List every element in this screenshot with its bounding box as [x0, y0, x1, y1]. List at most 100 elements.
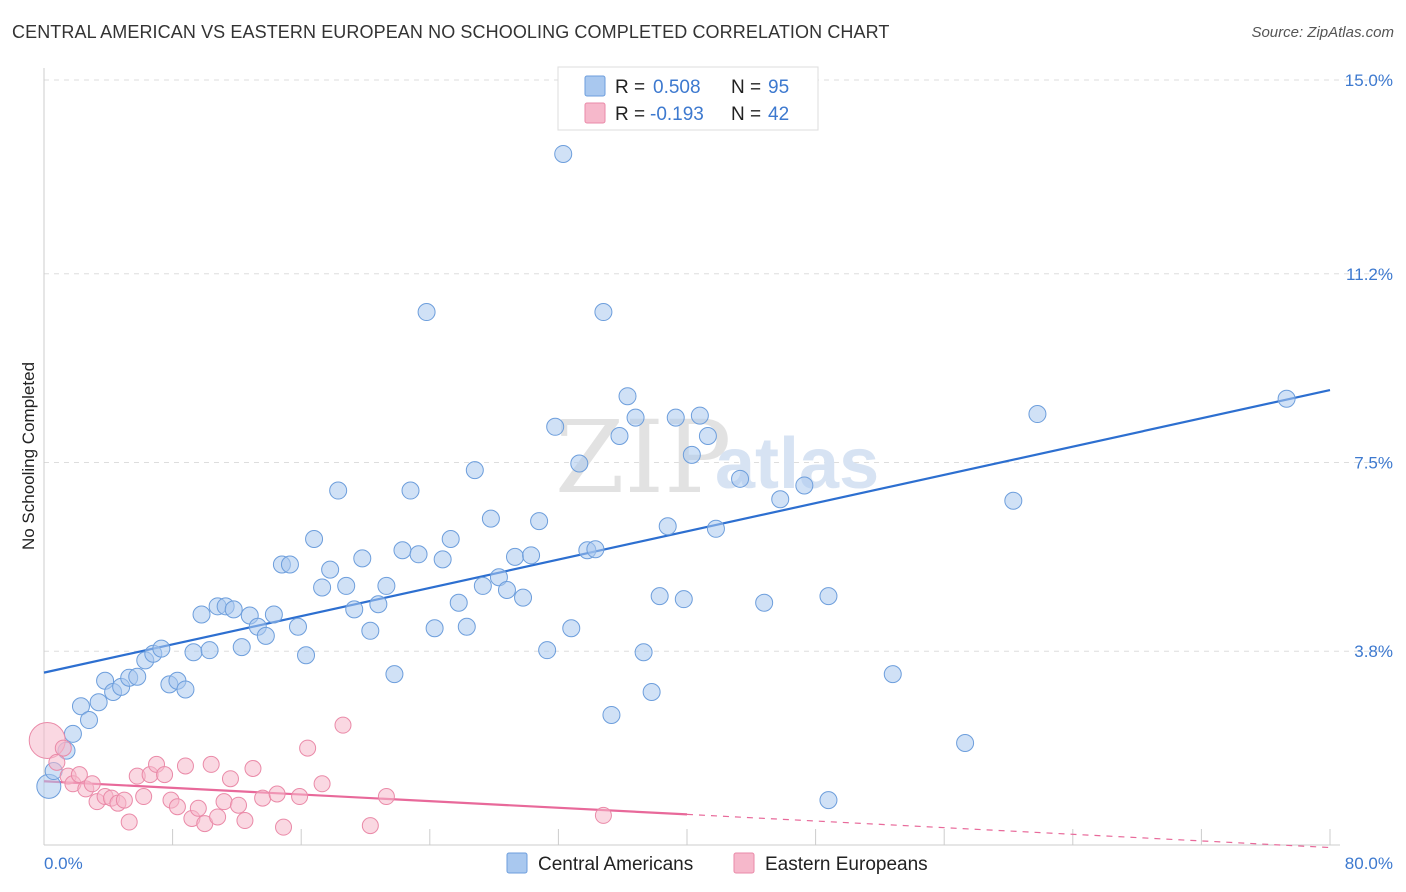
- central-american-point: [417, 303, 436, 322]
- legend-n-value-2: 42: [768, 104, 789, 125]
- legend-r-label-1: R =: [615, 77, 645, 98]
- axes-layer: [43, 68, 1340, 846]
- central-american-point: [337, 576, 356, 595]
- central-american-point: [401, 481, 420, 500]
- central-american-point: [353, 549, 372, 568]
- series-label-eastern-europeans: Eastern Europeans: [765, 854, 928, 875]
- eastern-european-point: [334, 716, 352, 734]
- central-american-point: [256, 626, 275, 645]
- y-axis-label: No Schooling Completed: [19, 362, 38, 550]
- central-american-point: [586, 540, 605, 559]
- eastern-european-point: [299, 739, 317, 757]
- central-american-point: [80, 711, 99, 730]
- legend-r-value-1: 0.508: [653, 77, 701, 98]
- eastern-european-point: [361, 817, 379, 835]
- central-american-point: [650, 587, 669, 606]
- central-american-point: [128, 667, 147, 686]
- eastern-european-point: [54, 739, 72, 757]
- legend-n-value-1: 95: [768, 77, 789, 98]
- source-credit: Source: ZipAtlas.com: [1251, 24, 1394, 41]
- eastern-european-point: [254, 789, 272, 807]
- eastern-european-point: [202, 755, 220, 773]
- eastern-european-point: [215, 793, 233, 811]
- chart-title: CENTRAL AMERICAN VS EASTERN EUROPEAN NO …: [12, 22, 890, 42]
- central-american-point: [731, 469, 750, 488]
- central-american-point: [425, 619, 444, 638]
- central-american-point: [618, 387, 637, 406]
- central-american-point: [570, 454, 589, 473]
- eastern-european-point: [291, 788, 309, 806]
- central-american-point: [152, 639, 171, 658]
- eastern-european-point: [135, 788, 153, 806]
- central-american-point: [71, 697, 90, 716]
- legend-r-label-2: R =: [615, 104, 645, 125]
- central-american-point: [89, 693, 108, 712]
- central-american-point: [288, 617, 307, 636]
- central-american-point: [706, 519, 725, 538]
- eastern-european-point: [594, 806, 612, 824]
- legend-n-label-2: N =: [731, 104, 761, 125]
- central-american-point: [883, 665, 902, 684]
- x-tick-label: 0.0%: [44, 854, 83, 873]
- central-american-point: [305, 530, 324, 548]
- central-american-point: [1028, 405, 1047, 424]
- central-american-point: [546, 417, 565, 436]
- central-american-point: [530, 512, 549, 531]
- x-tick-labels: 0.0% 80.0%: [44, 854, 1393, 873]
- central-american-point: [345, 600, 364, 619]
- central-american-point: [264, 605, 283, 624]
- eastern-european-point: [156, 766, 174, 784]
- central-american-point: [184, 643, 203, 662]
- eastern-european-point: [221, 770, 239, 788]
- eastern-european-point: [83, 775, 101, 793]
- central-american-point: [441, 530, 460, 548]
- series-legend: Central Americans Eastern Europeans: [506, 852, 928, 875]
- central-american-point: [63, 724, 82, 743]
- eastern-european-point: [189, 799, 207, 817]
- series-label-central-americans: Central Americans: [538, 854, 693, 875]
- series-swatch-eastern-europeans: [733, 852, 755, 874]
- central-american-point: [369, 595, 388, 614]
- legend-n-label-1: N =: [731, 77, 761, 98]
- central-american-point: [297, 646, 316, 665]
- central-american-point: [698, 426, 717, 445]
- eastern-european-point: [48, 753, 66, 771]
- eastern-european-point: [313, 775, 331, 793]
- series-swatch-central-americans: [506, 852, 528, 874]
- central-american-point: [956, 734, 975, 752]
- y-tick-labels: 3.8% 7.5% 11.2% 15.0%: [1345, 71, 1393, 661]
- central-american-point: [1277, 389, 1296, 408]
- central-american-point: [433, 550, 452, 569]
- central-american-point: [329, 481, 348, 500]
- central-american-point: [538, 641, 557, 660]
- central-american-point: [755, 593, 774, 612]
- central-american-point: [321, 560, 340, 579]
- legend-swatch-blue: [584, 75, 606, 97]
- central-american-point: [473, 576, 492, 595]
- central-american-point: [505, 547, 524, 566]
- eastern-european-point: [70, 766, 88, 784]
- y-tick-label: 15.0%: [1345, 71, 1393, 90]
- central-american-point: [554, 144, 573, 163]
- central-american-point: [594, 303, 613, 322]
- central-american-point: [690, 406, 709, 425]
- eastern-european-point: [268, 785, 286, 803]
- eastern-europeans-points: [28, 716, 612, 836]
- eastern-european-point: [168, 798, 186, 816]
- central-american-point: [489, 568, 508, 587]
- eastern-european-point: [244, 760, 262, 777]
- central-american-point: [771, 490, 790, 509]
- watermark-atlas: atlas: [715, 424, 879, 504]
- central-american-point: [200, 641, 219, 660]
- correlation-legend: R = 0.508 N = 95 R = -0.193 N = 42: [557, 66, 819, 131]
- central-american-point: [409, 545, 428, 564]
- eastern-european-point: [115, 791, 133, 809]
- central-american-point: [449, 593, 468, 612]
- eastern-europeans-trend-line: [43, 780, 688, 816]
- central-american-point: [232, 638, 251, 657]
- central-american-point: [361, 621, 380, 640]
- central-american-point: [514, 588, 533, 607]
- central-american-point: [674, 590, 693, 609]
- eastern-european-point: [230, 796, 248, 814]
